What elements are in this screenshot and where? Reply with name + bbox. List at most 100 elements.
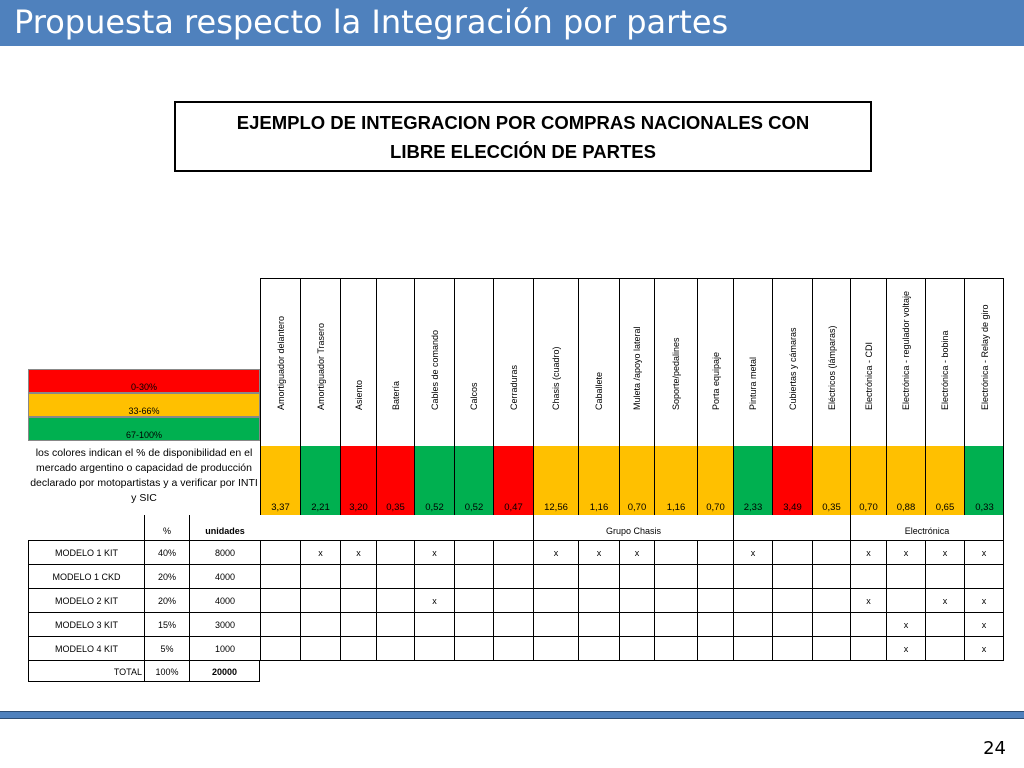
mark-cell bbox=[454, 612, 493, 636]
mark-cell bbox=[654, 588, 697, 612]
part-name: Electrónica - regulador voltaje bbox=[901, 290, 911, 410]
mark-cell bbox=[533, 564, 578, 588]
mark-cell bbox=[493, 612, 533, 636]
mark-cell bbox=[733, 612, 772, 636]
part-header-14: Cubiertas y cámaras bbox=[772, 278, 812, 446]
mark-cell bbox=[340, 588, 376, 612]
part-value: 0,52 bbox=[464, 502, 484, 513]
mark-cell bbox=[812, 564, 850, 588]
part-header-17: Electrónica - regulador voltaje bbox=[886, 278, 925, 446]
mark-cell bbox=[886, 564, 925, 588]
group-chasis: Grupo Chasis bbox=[533, 515, 733, 540]
part-name: Amortiguador Trasero bbox=[315, 322, 326, 410]
mark-cell bbox=[578, 564, 619, 588]
mark-cell bbox=[654, 612, 697, 636]
mark-cell bbox=[697, 540, 733, 564]
mark-cell bbox=[619, 636, 654, 660]
mark-cell bbox=[619, 564, 654, 588]
mark-cell bbox=[886, 588, 925, 612]
part-value-8: 12,56 bbox=[533, 446, 578, 515]
mark-cell: x bbox=[578, 540, 619, 564]
row-label: MODELO 3 KIT bbox=[28, 612, 144, 636]
mark-cell: x bbox=[886, 636, 925, 660]
mark-cell bbox=[772, 588, 812, 612]
example-title-line2: LIBRE ELECCIÓN DE PARTES bbox=[390, 140, 656, 162]
mark-cell: x bbox=[964, 612, 1004, 636]
part-name: Chasis (cuadro) bbox=[551, 346, 561, 410]
group-electronica: Electrónica bbox=[850, 515, 1004, 540]
total-pct: 100% bbox=[144, 660, 189, 682]
part-header-7: Cerraduras bbox=[493, 278, 533, 446]
mark-cell bbox=[300, 564, 340, 588]
header-right-border bbox=[1003, 278, 1004, 515]
part-value-18: 0,65 bbox=[925, 446, 964, 515]
mark-cell bbox=[772, 636, 812, 660]
part-name: Electrónica - CDI bbox=[863, 341, 874, 410]
mark-cell bbox=[619, 588, 654, 612]
mark-cell bbox=[925, 564, 964, 588]
mark-cell bbox=[812, 540, 850, 564]
mark-cell bbox=[850, 636, 886, 660]
mark-cell bbox=[340, 636, 376, 660]
total-label: TOTAL bbox=[28, 660, 144, 682]
row-units: 4000 bbox=[189, 588, 260, 612]
mark-cell: x bbox=[964, 588, 1004, 612]
mark-cell bbox=[340, 564, 376, 588]
mark-cell bbox=[414, 636, 454, 660]
part-header-9: Caballete bbox=[578, 278, 619, 446]
part-value: 0,65 bbox=[935, 502, 955, 513]
footer-bar bbox=[0, 711, 1024, 719]
part-value: 2,33 bbox=[743, 502, 763, 513]
mark-cell: x bbox=[925, 588, 964, 612]
mark-cell bbox=[533, 588, 578, 612]
row-pct: 40% bbox=[144, 540, 189, 564]
mark-cell: x bbox=[964, 540, 1004, 564]
part-name: Cables de comando bbox=[429, 329, 440, 410]
title-bar: Propuesta respecto la Integración por pa… bbox=[0, 0, 1024, 46]
part-header-5: Cables de comando bbox=[414, 278, 454, 446]
mark-cell bbox=[340, 612, 376, 636]
mark-cell: x bbox=[886, 612, 925, 636]
mark-cell bbox=[697, 612, 733, 636]
mark-cell: x bbox=[300, 540, 340, 564]
color-note: los colores indican el % de disponibilid… bbox=[30, 447, 258, 504]
part-name: Porta equipaje bbox=[710, 351, 721, 410]
part-name: Eléctricos (lámparas) bbox=[826, 325, 837, 410]
part-value-19: 0,33 bbox=[964, 446, 1004, 515]
part-value: 1,16 bbox=[589, 502, 609, 513]
part-value-16: 0,70 bbox=[850, 446, 886, 515]
part-value-7: 0,47 bbox=[493, 446, 533, 515]
slide-title: Propuesta respecto la Integración por pa… bbox=[14, 3, 729, 41]
mark-cell: x bbox=[850, 588, 886, 612]
part-header-15: Eléctricos (lámparas) bbox=[812, 278, 850, 446]
mark-cell bbox=[619, 612, 654, 636]
part-value: 3,37 bbox=[271, 502, 290, 513]
mark-cell bbox=[578, 612, 619, 636]
legend-3: 67-100% bbox=[28, 417, 260, 441]
part-value: 0,33 bbox=[975, 502, 994, 513]
table-header-empty bbox=[28, 515, 144, 540]
mark-cell bbox=[493, 540, 533, 564]
part-header-19: Electrónica - Relay de giro bbox=[964, 278, 1004, 446]
mark-cell bbox=[493, 636, 533, 660]
row-units: 3000 bbox=[189, 612, 260, 636]
mark-cell bbox=[454, 564, 493, 588]
units-header: unidades bbox=[189, 515, 260, 540]
mark-cell bbox=[733, 636, 772, 660]
mark-cell bbox=[772, 564, 812, 588]
part-value: 0,70 bbox=[859, 502, 878, 513]
legend-2: 33-66% bbox=[28, 393, 260, 417]
pct-header: % bbox=[144, 515, 189, 540]
mark-cell bbox=[260, 636, 300, 660]
mark-cell bbox=[260, 612, 300, 636]
part-value: 12,56 bbox=[544, 502, 568, 513]
row-units: 8000 bbox=[189, 540, 260, 564]
part-header-3: Asiento bbox=[340, 278, 376, 446]
part-value: 0,70 bbox=[627, 502, 647, 513]
part-name: Calcos bbox=[469, 382, 479, 410]
header-top-border bbox=[260, 278, 1004, 279]
mark-cell: x bbox=[340, 540, 376, 564]
row-pct: 20% bbox=[144, 564, 189, 588]
part-value-14: 3,49 bbox=[772, 446, 812, 515]
mark-cell bbox=[493, 564, 533, 588]
